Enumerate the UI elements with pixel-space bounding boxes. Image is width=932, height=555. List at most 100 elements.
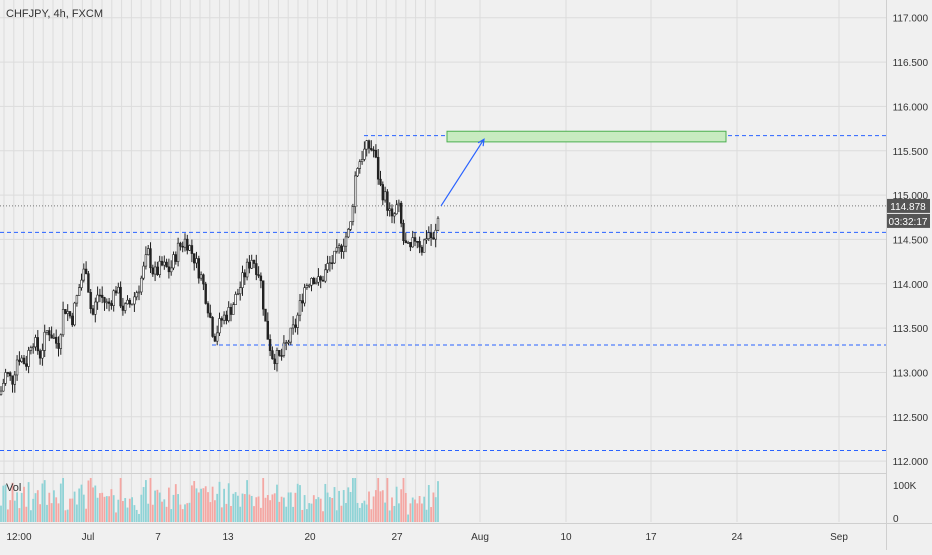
volume-bar — [301, 509, 304, 522]
volume-bar — [59, 483, 62, 522]
candle-body — [404, 240, 407, 244]
volume-bar — [64, 510, 67, 522]
volume-bar — [9, 500, 12, 522]
volume-bar — [154, 490, 156, 522]
candle-body — [0, 390, 3, 395]
candle-body — [381, 184, 384, 201]
volume-bar — [299, 485, 301, 522]
volume-bar — [126, 507, 129, 522]
candle-body — [257, 274, 260, 277]
volume-bar — [174, 484, 177, 522]
candle-body — [96, 294, 99, 303]
candle-body — [397, 202, 401, 206]
volume-tick-label: 0 — [893, 514, 899, 525]
symbol-title: CHFJPY, 4h, FXCM — [6, 8, 103, 20]
candle-body — [298, 300, 302, 316]
candle-body — [284, 342, 288, 344]
candle-body — [222, 314, 226, 321]
candle-body — [326, 263, 329, 271]
volume-bar — [230, 505, 232, 522]
volume-bar — [361, 503, 363, 522]
volume-bar — [57, 503, 60, 522]
candle-body — [128, 299, 131, 305]
candle-body — [227, 307, 230, 321]
price-tick-label: 112.500 — [893, 413, 929, 424]
candle-body — [409, 242, 412, 248]
candle-body — [27, 350, 30, 367]
candle-body — [2, 383, 5, 392]
volume-bar — [306, 509, 308, 522]
volume-bar — [216, 493, 219, 522]
candle-body — [344, 236, 348, 247]
volume-bar — [340, 505, 343, 522]
candle-body — [420, 246, 424, 253]
volume-bar — [25, 506, 28, 522]
price-tick-label: 113.000 — [893, 368, 929, 379]
candle-body — [271, 350, 274, 360]
volume-bar — [391, 497, 393, 522]
candle-body — [436, 217, 440, 231]
time-tick-label: 12:00 — [6, 532, 31, 543]
volume-bar — [234, 492, 237, 522]
candle-body — [342, 245, 345, 252]
candle-body — [365, 140, 368, 150]
volume-bar — [356, 502, 359, 522]
volume-bar — [214, 500, 216, 522]
volume-bar — [89, 478, 92, 522]
candle-body — [135, 292, 138, 298]
volume-bar — [80, 484, 83, 522]
candle-body — [176, 242, 180, 262]
candle-body — [160, 260, 164, 266]
candle-body — [71, 315, 74, 326]
volume-bar — [398, 503, 400, 522]
candle-body — [11, 375, 14, 385]
candle-body — [73, 302, 76, 326]
grid — [0, 0, 886, 522]
candle-body — [337, 245, 341, 249]
volume-bar — [218, 481, 221, 522]
candle-body — [416, 241, 419, 243]
candle-body — [4, 372, 7, 384]
volume-bar — [411, 497, 414, 522]
candle-body — [305, 285, 309, 289]
volume-bar — [285, 506, 288, 522]
volume-bar — [122, 500, 124, 522]
candle-body — [321, 279, 325, 282]
candle-body — [360, 159, 364, 162]
candle-body — [158, 260, 161, 276]
volume-bar — [331, 497, 334, 522]
volume-bar — [181, 509, 184, 522]
candle-body — [34, 337, 37, 348]
volume-tick-label: 100K — [893, 481, 917, 492]
volume-bar — [188, 502, 191, 522]
candle-body — [356, 168, 359, 177]
volume-bar — [92, 487, 94, 522]
volume-bar — [131, 497, 133, 522]
candle-body — [117, 286, 120, 294]
candle-body — [250, 260, 253, 269]
candle-body — [140, 277, 143, 293]
candle-body — [204, 283, 207, 304]
volume-bar — [147, 503, 150, 522]
volume-bar — [27, 482, 30, 522]
volume-bar — [379, 491, 382, 522]
candle-body — [130, 303, 134, 306]
volume-bar — [39, 504, 41, 522]
volume-bar — [246, 480, 248, 522]
projection-arrow-head — [477, 138, 485, 147]
volume-bar — [409, 503, 412, 522]
candle-body — [52, 336, 56, 339]
candle-body — [422, 239, 426, 253]
volume-bar — [34, 493, 37, 522]
candle-body — [239, 287, 242, 295]
candle-body — [61, 309, 65, 336]
volume-bar — [266, 495, 269, 522]
volume-bar — [303, 495, 306, 522]
volume-bar — [138, 513, 140, 522]
volume-bar — [262, 478, 265, 522]
candle-body — [18, 359, 21, 362]
annotations — [440, 130, 727, 207]
volume-bar — [46, 504, 48, 522]
